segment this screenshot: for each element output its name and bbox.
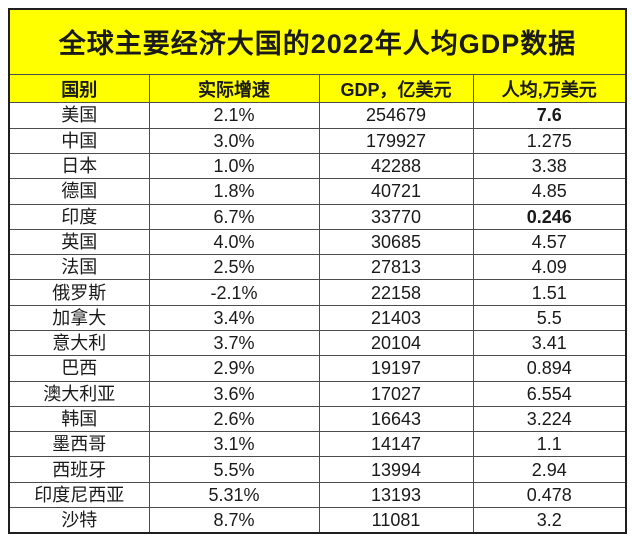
per-capita-cell: 3.2 [472, 507, 627, 534]
table-row: 意大利 3.7% 20104 3.41 [8, 329, 627, 357]
table-row: 英国 4.0% 30685 4.57 [8, 228, 627, 256]
growth-cell: 3.7% [148, 329, 320, 357]
per-capita-cell: 4.09 [472, 254, 627, 281]
growth-cell: 3.1% [148, 431, 320, 458]
table-row: 西班牙 5.5% 13994 2.94 [8, 456, 627, 483]
gdp-cell: 17027 [318, 380, 474, 407]
table-row: 印度尼西亚 5.31% 13193 0.478 [8, 481, 627, 509]
table-row: 日本 1.0% 42288 3.38 [8, 152, 627, 180]
gdp-cell: 40721 [318, 178, 474, 205]
per-capita-cell: 3.41 [472, 329, 627, 357]
table-row: 沙特 8.7% 11081 3.2 [8, 507, 627, 534]
table-title-row: 全球主要经济大国的2022年人均GDP数据 [8, 8, 627, 75]
growth-cell: 6.7% [148, 203, 320, 230]
gdp-cell: 20104 [318, 329, 474, 357]
table-row: 中国 3.0% 179927 1.275 [8, 127, 627, 154]
gdp-cell: 22158 [318, 279, 474, 306]
gdp-table: 全球主要经济大国的2022年人均GDP数据 国别 实际增速 GDP，亿美元 人均,万美… [8, 8, 628, 534]
column-header-per-capita: 人均,万美元 [472, 73, 627, 104]
per-capita-cell: 1.1 [472, 431, 627, 458]
country-cell: 澳大利亚 [8, 380, 150, 407]
gdp-cell: 13193 [318, 481, 474, 509]
country-cell: 印度尼西亚 [8, 481, 150, 509]
table-row: 印度 6.7% 33770 0.246 [8, 203, 627, 230]
table-row: 美国 2.1% 254679 7.6 [8, 102, 627, 129]
column-header-gdp: GDP，亿美元 [318, 73, 474, 104]
country-cell: 美国 [8, 102, 150, 129]
growth-cell: 2.5% [148, 254, 320, 281]
per-capita-cell: 3.224 [472, 405, 627, 433]
gdp-cell: 16643 [318, 405, 474, 433]
table-row: 巴西 2.9% 19197 0.894 [8, 355, 627, 382]
country-cell: 英国 [8, 228, 150, 256]
growth-cell: -2.1% [148, 279, 320, 306]
table-row: 韩国 2.6% 16643 3.224 [8, 405, 627, 433]
growth-cell: 3.0% [148, 127, 320, 154]
table-row: 加拿大 3.4% 21403 5.5 [8, 304, 627, 331]
per-capita-cell: 0.246 [472, 203, 627, 230]
table-row: 澳大利亚 3.6% 17027 6.554 [8, 380, 627, 407]
table-row: 法国 2.5% 27813 4.09 [8, 254, 627, 281]
growth-cell: 2.6% [148, 405, 320, 433]
gdp-cell: 27813 [318, 254, 474, 281]
growth-cell: 3.4% [148, 304, 320, 331]
gdp-cell: 19197 [318, 355, 474, 382]
per-capita-cell: 0.478 [472, 481, 627, 509]
country-cell: 西班牙 [8, 456, 150, 483]
country-cell: 中国 [8, 127, 150, 154]
gdp-cell: 30685 [318, 228, 474, 256]
growth-cell: 3.6% [148, 380, 320, 407]
per-capita-cell: 4.57 [472, 228, 627, 256]
per-capita-cell: 5.5 [472, 304, 627, 331]
country-cell: 印度 [8, 203, 150, 230]
growth-cell: 5.31% [148, 481, 320, 509]
country-cell: 德国 [8, 178, 150, 205]
country-cell: 法国 [8, 254, 150, 281]
per-capita-cell: 1.275 [472, 127, 627, 154]
country-cell: 加拿大 [8, 304, 150, 331]
gdp-cell: 42288 [318, 152, 474, 180]
growth-cell: 4.0% [148, 228, 320, 256]
column-header-growth: 实际增速 [148, 73, 320, 104]
country-cell: 意大利 [8, 329, 150, 357]
country-cell: 沙特 [8, 507, 150, 534]
table-title: 全球主要经济大国的2022年人均GDP数据 [8, 8, 627, 75]
gdp-cell: 14147 [318, 431, 474, 458]
gdp-cell: 21403 [318, 304, 474, 331]
gdp-cell: 11081 [318, 507, 474, 534]
gdp-cell: 179927 [318, 127, 474, 154]
per-capita-cell: 1.51 [472, 279, 627, 306]
country-cell: 墨西哥 [8, 431, 150, 458]
per-capita-cell: 4.85 [472, 178, 627, 205]
table-row: 墨西哥 3.1% 14147 1.1 [8, 431, 627, 458]
per-capita-cell: 3.38 [472, 152, 627, 180]
country-cell: 韩国 [8, 405, 150, 433]
growth-cell: 1.0% [148, 152, 320, 180]
country-cell: 日本 [8, 152, 150, 180]
per-capita-cell: 2.94 [472, 456, 627, 483]
growth-cell: 1.8% [148, 178, 320, 205]
growth-cell: 2.1% [148, 102, 320, 129]
country-cell: 俄罗斯 [8, 279, 150, 306]
column-header-country: 国别 [8, 73, 150, 104]
growth-cell: 2.9% [148, 355, 320, 382]
gdp-cell: 254679 [318, 102, 474, 129]
table-header-row: 国别 实际增速 GDP，亿美元 人均,万美元 [8, 73, 627, 104]
per-capita-cell: 6.554 [472, 380, 627, 407]
gdp-cell: 13994 [318, 456, 474, 483]
table-row: 德国 1.8% 40721 4.85 [8, 178, 627, 205]
country-cell: 巴西 [8, 355, 150, 382]
per-capita-cell: 7.6 [472, 102, 627, 129]
growth-cell: 8.7% [148, 507, 320, 534]
table-row: 俄罗斯 -2.1% 22158 1.51 [8, 279, 627, 306]
per-capita-cell: 0.894 [472, 355, 627, 382]
growth-cell: 5.5% [148, 456, 320, 483]
gdp-cell: 33770 [318, 203, 474, 230]
